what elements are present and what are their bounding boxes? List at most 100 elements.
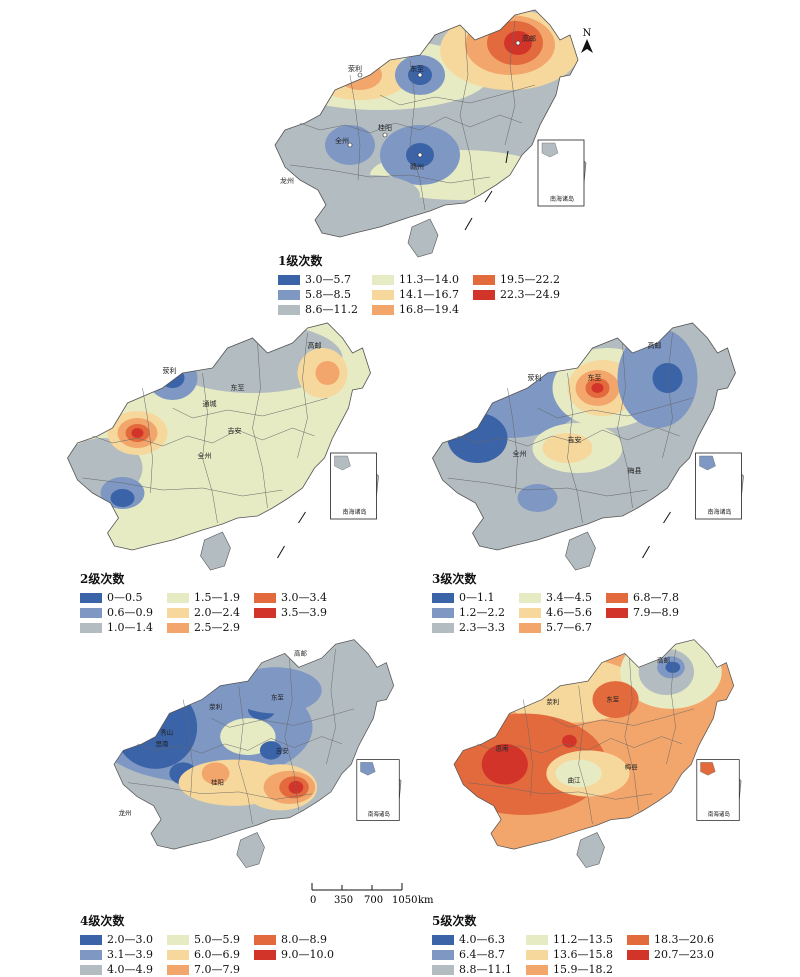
- legend-3: 3级次数 0—1.1 1.2—2.2 2.3—3.3 3.4—4.5 4.6—5…: [432, 570, 679, 635]
- city-label: 梅县: [628, 466, 642, 475]
- city-markers: [347, 40, 521, 158]
- legend-label: 3.0—3.4: [281, 591, 327, 604]
- legend-label: 0—0.5: [107, 591, 143, 604]
- inset-box: 南海诸岛: [695, 452, 742, 520]
- city-label: 通城: [203, 399, 217, 408]
- legend-label: 5.7—6.7: [546, 621, 592, 634]
- city-label: 东至: [271, 693, 284, 702]
- legend-label: 1.2—2.2: [459, 606, 505, 619]
- legend-grid: 2.0—3.0 3.1—3.9 4.0—4.9 5.0—5.9 6.0—6.9 …: [80, 932, 334, 977]
- legend-item: 8.8—11.1: [432, 962, 512, 977]
- legend-label: 5.8—8.5: [305, 288, 351, 301]
- legend-swatch: [254, 607, 276, 618]
- city-label: 荥利: [528, 373, 542, 382]
- city-label: 东至: [588, 373, 602, 382]
- legend-item: 6.0—6.9: [167, 947, 240, 962]
- legend-swatch: [167, 964, 189, 975]
- map-4-svg: 荥利 东至 秀山 思南 吉安 桂阳 龙州 高邮 南海诸岛: [113, 639, 402, 868]
- city-label: 吉安: [568, 435, 582, 444]
- legend-label: 2.5—2.9: [194, 621, 240, 634]
- city-label: 东至: [410, 64, 424, 73]
- legend-item: 3.0—5.7: [278, 272, 358, 287]
- legend-swatch: [80, 949, 102, 960]
- city-labels: 荥利 东至 通城 吉安 全州 高邮: [163, 341, 322, 460]
- legend-swatch: [167, 949, 189, 960]
- legend-title: 4级次数: [80, 914, 125, 928]
- legend-item: 18.3—20.6: [626, 932, 714, 947]
- legend-item: 8.0—8.9: [254, 932, 334, 947]
- city-label: 全州: [198, 451, 212, 460]
- legend-item: 1.2—2.2: [432, 605, 505, 620]
- city-label: 高邮: [657, 656, 670, 665]
- map-5: 荥利 东至 思南 曲江 梅县 高邮 南海诸岛: [420, 635, 765, 875]
- legend-swatch: [432, 934, 454, 945]
- legend-swatch: [80, 622, 102, 633]
- city-label: 东至: [231, 383, 245, 392]
- legend-label: 2.0—3.0: [107, 933, 153, 946]
- legend-swatch: [432, 607, 454, 618]
- legend-label: 3.4—4.5: [546, 591, 592, 604]
- legend-2: 2级次数 0—0.5 0.6—0.9 1.0—1.4 1.5—1.9 2.0—2…: [80, 570, 327, 635]
- legend-item: 2.3—3.3: [432, 620, 505, 635]
- city-label: 东至: [606, 694, 619, 703]
- legend-label: 11.3—14.0: [399, 273, 459, 286]
- scale-tick: 0: [310, 895, 317, 906]
- legend-label: 19.5—22.2: [499, 273, 560, 286]
- legend-swatch: [254, 949, 276, 960]
- city-label: 秀山: [160, 728, 173, 737]
- legend-label: 2.0—2.4: [194, 606, 240, 619]
- city-label: 桂阳: [211, 778, 224, 787]
- legend-swatch: [472, 274, 495, 285]
- island-mark: [298, 511, 306, 524]
- legend-item: 0—1.1: [432, 590, 505, 605]
- legend-swatch: [526, 964, 548, 975]
- legend-item: 15.9—18.2: [526, 962, 613, 977]
- city-label: 荥利: [348, 64, 362, 73]
- legend-swatch: [519, 592, 541, 603]
- legend-title: 5级次数: [432, 914, 477, 928]
- legend-item: 19.5—22.2: [472, 272, 560, 287]
- legend-label: 0—1.1: [459, 591, 495, 604]
- north-label: N: [582, 28, 592, 39]
- legend-swatch: [432, 949, 454, 960]
- legend-item: 5.8—8.5: [278, 287, 358, 302]
- legend-item: 22.3—24.9: [472, 287, 560, 302]
- city-label: 全州: [335, 136, 349, 145]
- city-label: 梅县: [625, 762, 638, 771]
- legend-swatch: [80, 964, 102, 975]
- city-label: 高邮: [308, 341, 322, 350]
- legend-swatch: [519, 622, 541, 633]
- legend-swatch: [606, 592, 628, 603]
- legend-label: 8.8—11.1: [459, 963, 512, 976]
- city-label: 荥利: [209, 702, 222, 711]
- north-arrow: N: [577, 28, 597, 56]
- legend-grid: 0—1.1 1.2—2.2 2.3—3.3 3.4—4.5 4.6—5.6 5.…: [432, 590, 679, 635]
- legend-item: 4.6—5.6: [519, 605, 592, 620]
- legend-item: 3.4—4.5: [519, 590, 592, 605]
- legend-label: 2.3—3.3: [459, 621, 505, 634]
- legend-label: 6.4—8.7: [459, 948, 505, 961]
- legend-swatch: [167, 934, 189, 945]
- legend-item: 16.8—19.4: [372, 302, 459, 317]
- city-label: 曲江: [568, 776, 581, 785]
- legend-item: 20.7—23.0: [626, 947, 714, 962]
- north-arrow-icon: [581, 39, 593, 53]
- legend-label: 18.3—20.6: [653, 933, 714, 946]
- city-label: 高邮: [522, 34, 536, 43]
- scale-labels: 0 350 700 1050 km: [308, 895, 438, 909]
- legend-item: 5.7—6.7: [519, 620, 592, 635]
- map-3: 荥利 东至 吉安 全州 梅县 高邮 南海诸岛: [410, 318, 755, 578]
- legend-grid: 3.0—5.7 5.8—8.5 8.6—11.2 11.3—14.0 14.1—…: [278, 272, 560, 317]
- legend-label: 4.0—6.3: [459, 933, 505, 946]
- legend-item: 13.6—15.8: [526, 947, 613, 962]
- island-mark: [642, 545, 650, 559]
- inset-label: 南海诸岛: [708, 810, 731, 818]
- island-mark: [663, 511, 671, 524]
- inset-box: 南海诸岛: [696, 759, 740, 821]
- city-label: 思南: [496, 743, 509, 752]
- legend-swatch: [254, 934, 276, 945]
- legend-label: 7.0—7.9: [194, 963, 240, 976]
- legend-item: 7.0—7.9: [167, 962, 240, 977]
- city-label: 桂阳: [378, 123, 392, 132]
- legend-swatch: [278, 304, 300, 315]
